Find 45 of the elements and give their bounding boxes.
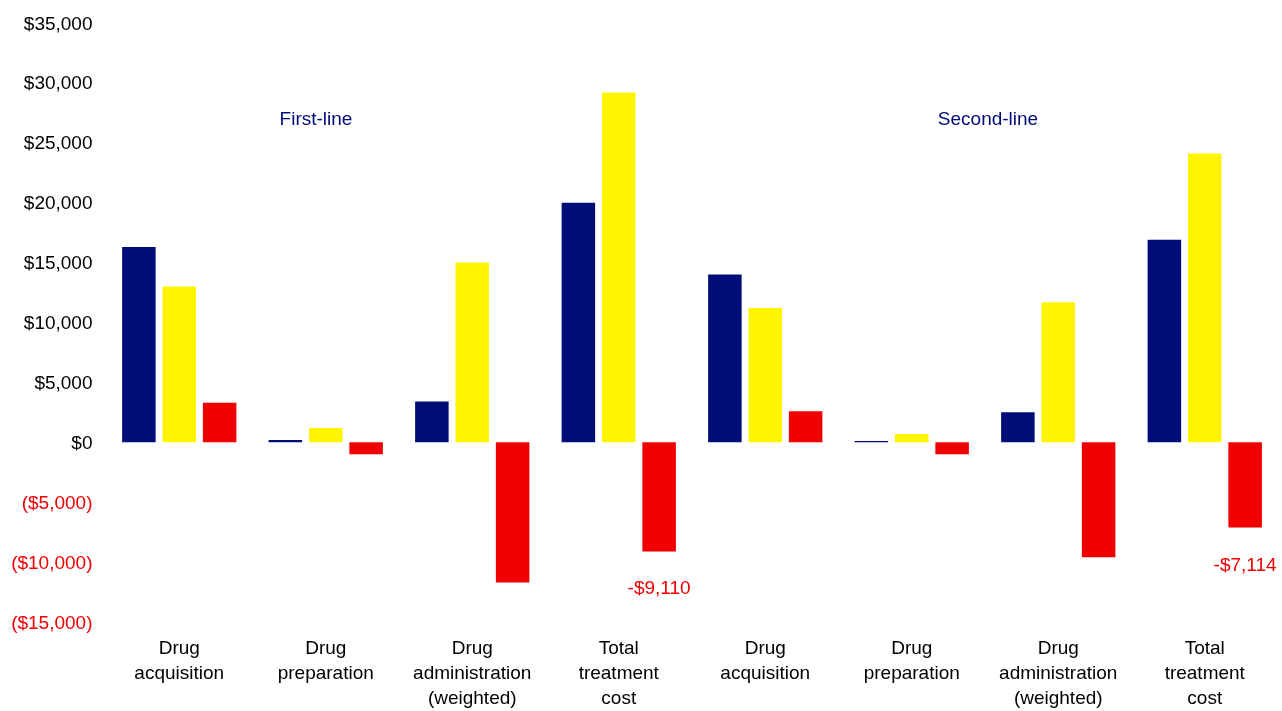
- x-tick-label: Drug acquisition: [134, 636, 225, 683]
- y-tick-label: ($15,000): [11, 611, 93, 633]
- bar: [894, 433, 929, 443]
- bar: [349, 442, 383, 455]
- bar: [748, 308, 783, 443]
- bar: [308, 427, 343, 443]
- data-label: -$7,114: [1213, 553, 1278, 575]
- x-tick-label: Drug acquisition: [720, 636, 811, 683]
- x-tick-label: Total treatment cost: [578, 636, 660, 708]
- annotation: First-line: [279, 108, 353, 129]
- annotation: Second-line: [937, 108, 1039, 129]
- bar: [1147, 239, 1182, 443]
- data-label: -$9,110: [627, 577, 691, 599]
- bar: [1081, 442, 1116, 558]
- y-tick-label: $10,000: [23, 312, 93, 333]
- y-tick-label: $30,000: [23, 72, 93, 94]
- bar: [1041, 302, 1076, 443]
- bar: [162, 286, 197, 443]
- bar: [415, 401, 449, 443]
- bar: [455, 262, 490, 443]
- y-tick-label: ($10,000): [11, 551, 93, 573]
- bar: [642, 442, 676, 552]
- x-tick-label: Total treatment cost: [1164, 636, 1246, 708]
- y-tick-label: $5,000: [34, 371, 93, 393]
- x-tick-label: Drug administration (weighted): [413, 636, 532, 708]
- bar: [561, 202, 596, 443]
- bar: [495, 442, 530, 583]
- x-tick-label: Drug administration (weighted): [999, 636, 1118, 708]
- bar: [788, 411, 823, 443]
- x-tick-label: Drug preparation: [863, 636, 960, 683]
- y-tick-label: $35,000: [23, 12, 93, 34]
- y-tick-label: ($5,000): [21, 491, 93, 513]
- bar: [708, 274, 742, 443]
- bar: [1187, 153, 1222, 443]
- x-tick-label: Drug preparation: [277, 636, 374, 683]
- bar: [1228, 442, 1262, 528]
- y-tick-label: $15,000: [23, 252, 93, 274]
- bar: [202, 402, 237, 443]
- bar: [935, 442, 969, 455]
- y-tick-label: $0: [71, 431, 93, 453]
- bar: [1001, 412, 1035, 443]
- bar: [122, 247, 156, 443]
- y-tick-label: $25,000: [23, 132, 93, 154]
- bar: [601, 92, 636, 443]
- y-tick-label: $20,000: [23, 192, 93, 214]
